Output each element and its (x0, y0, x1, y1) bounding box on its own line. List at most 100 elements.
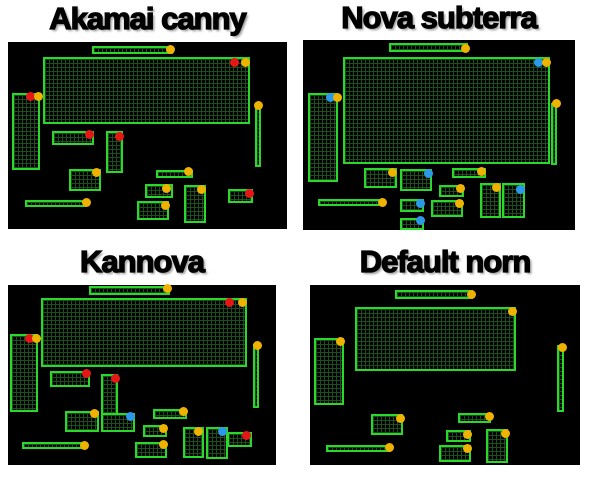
marker-dot-red (241, 430, 251, 440)
marker-dot-yellow (332, 92, 342, 102)
lobe-rect (25, 200, 87, 207)
marker-dot-yellow (81, 197, 91, 207)
marker-dot-red (25, 91, 35, 101)
marker-dot-yellow (240, 57, 250, 67)
marker-dot-yellow (193, 426, 203, 436)
marker-dot-yellow (162, 283, 172, 293)
marker-dot-yellow (252, 340, 262, 350)
lobe-rect (227, 432, 252, 447)
marker-dot-blue (415, 215, 425, 225)
marker-dot-yellow (158, 423, 168, 433)
title-default-norn: Default norn (359, 243, 532, 279)
brain-map-akamai-canny (8, 42, 287, 229)
lobe-rect (65, 411, 99, 432)
marker-dot-yellow (253, 100, 263, 110)
lobe-rect (343, 57, 550, 164)
lobe-rect (145, 184, 173, 198)
marker-dot-red (84, 129, 94, 139)
lobe-rect (318, 199, 385, 206)
brain-map-default-norn (310, 285, 580, 465)
marker-dot-yellow (491, 182, 501, 192)
lobe-rect (480, 183, 501, 218)
marker-dot-yellow (91, 167, 101, 177)
marker-dot-yellow (500, 428, 510, 438)
marker-dot-yellow (237, 297, 247, 307)
marker-dot-yellow (178, 406, 188, 416)
lobe-rect (92, 46, 173, 54)
lobe-rect (22, 442, 86, 449)
marker-dot-blue (415, 198, 425, 208)
lobe-rect (255, 106, 261, 167)
lobe-rect (371, 414, 403, 435)
lobe-rect (69, 169, 101, 191)
marker-dot-yellow (557, 342, 567, 352)
lobe-rect (551, 103, 557, 165)
marker-dot-blue (515, 184, 525, 194)
marker-dot-yellow (551, 98, 561, 108)
lobe-rect (135, 442, 167, 458)
lobe-rect (314, 338, 344, 405)
lobe-rect (486, 429, 508, 463)
marker-dot-yellow (466, 289, 476, 299)
marker-dot-yellow (476, 166, 486, 176)
title-kannova: Kannova (79, 243, 205, 279)
lobe-rect (557, 345, 564, 412)
marker-dot-yellow (541, 57, 551, 67)
marker-dot-yellow (158, 439, 168, 449)
marker-dot-blue (325, 92, 335, 102)
lobe-rect (395, 290, 473, 299)
marker-dot-yellow (89, 408, 99, 418)
marker-dot-yellow (196, 184, 206, 194)
marker-dot-red (224, 297, 234, 307)
marker-dot-yellow (384, 442, 394, 452)
marker-dot-yellow (33, 91, 43, 101)
marker-dot-yellow (335, 336, 345, 346)
title-nova-subterra: Nova subterra (341, 0, 539, 36)
brain-map-kannova (8, 283, 276, 465)
lobe-rect (101, 413, 135, 432)
marker-dot-yellow (462, 429, 472, 439)
marker-dot-yellow (460, 43, 470, 53)
lobe-rect (439, 445, 471, 462)
marker-dot-blue (423, 168, 433, 178)
lobe-rect (106, 131, 123, 173)
lobe-rect (12, 93, 40, 170)
lobe-rect (308, 93, 338, 182)
marker-dot-blue (217, 426, 227, 436)
lobe-rect (431, 200, 463, 217)
lobe-rect (400, 169, 432, 191)
marker-dot-blue (125, 411, 135, 421)
brain-map-nova-subterra (303, 40, 575, 230)
marker-dot-yellow (454, 198, 464, 208)
marker-dot-red (81, 368, 91, 378)
lobe-rect (137, 201, 169, 220)
lobe-rect (43, 57, 250, 124)
lobe-rect (253, 344, 259, 408)
lobe-rect (10, 334, 38, 412)
marker-dot-red (24, 333, 34, 343)
title-akamai-canny: Akamai canny (49, 0, 248, 36)
marker-dot-red (110, 373, 120, 383)
lobe-rect (184, 185, 206, 223)
marker-dot-yellow (31, 333, 41, 343)
marker-dot-blue (533, 57, 543, 67)
lobe-rect (183, 427, 204, 458)
marker-dot-red (244, 188, 254, 198)
marker-dot-yellow (484, 411, 494, 421)
marker-dot-yellow (455, 183, 465, 193)
marker-dot-yellow (507, 306, 517, 316)
lobe-rect (89, 286, 170, 295)
lobe-rect (389, 43, 468, 52)
marker-dot-yellow (160, 200, 170, 210)
marker-dot-yellow (377, 197, 387, 207)
marker-dot-yellow (462, 443, 472, 453)
marker-dot-yellow (161, 183, 171, 193)
marker-dot-red (229, 57, 239, 67)
lobe-rect (52, 131, 94, 145)
lobe-rect (326, 445, 391, 452)
marker-dot-red (114, 131, 124, 141)
lobe-rect (355, 307, 516, 371)
lobe-rect (50, 371, 90, 387)
marker-dot-yellow (395, 413, 405, 423)
